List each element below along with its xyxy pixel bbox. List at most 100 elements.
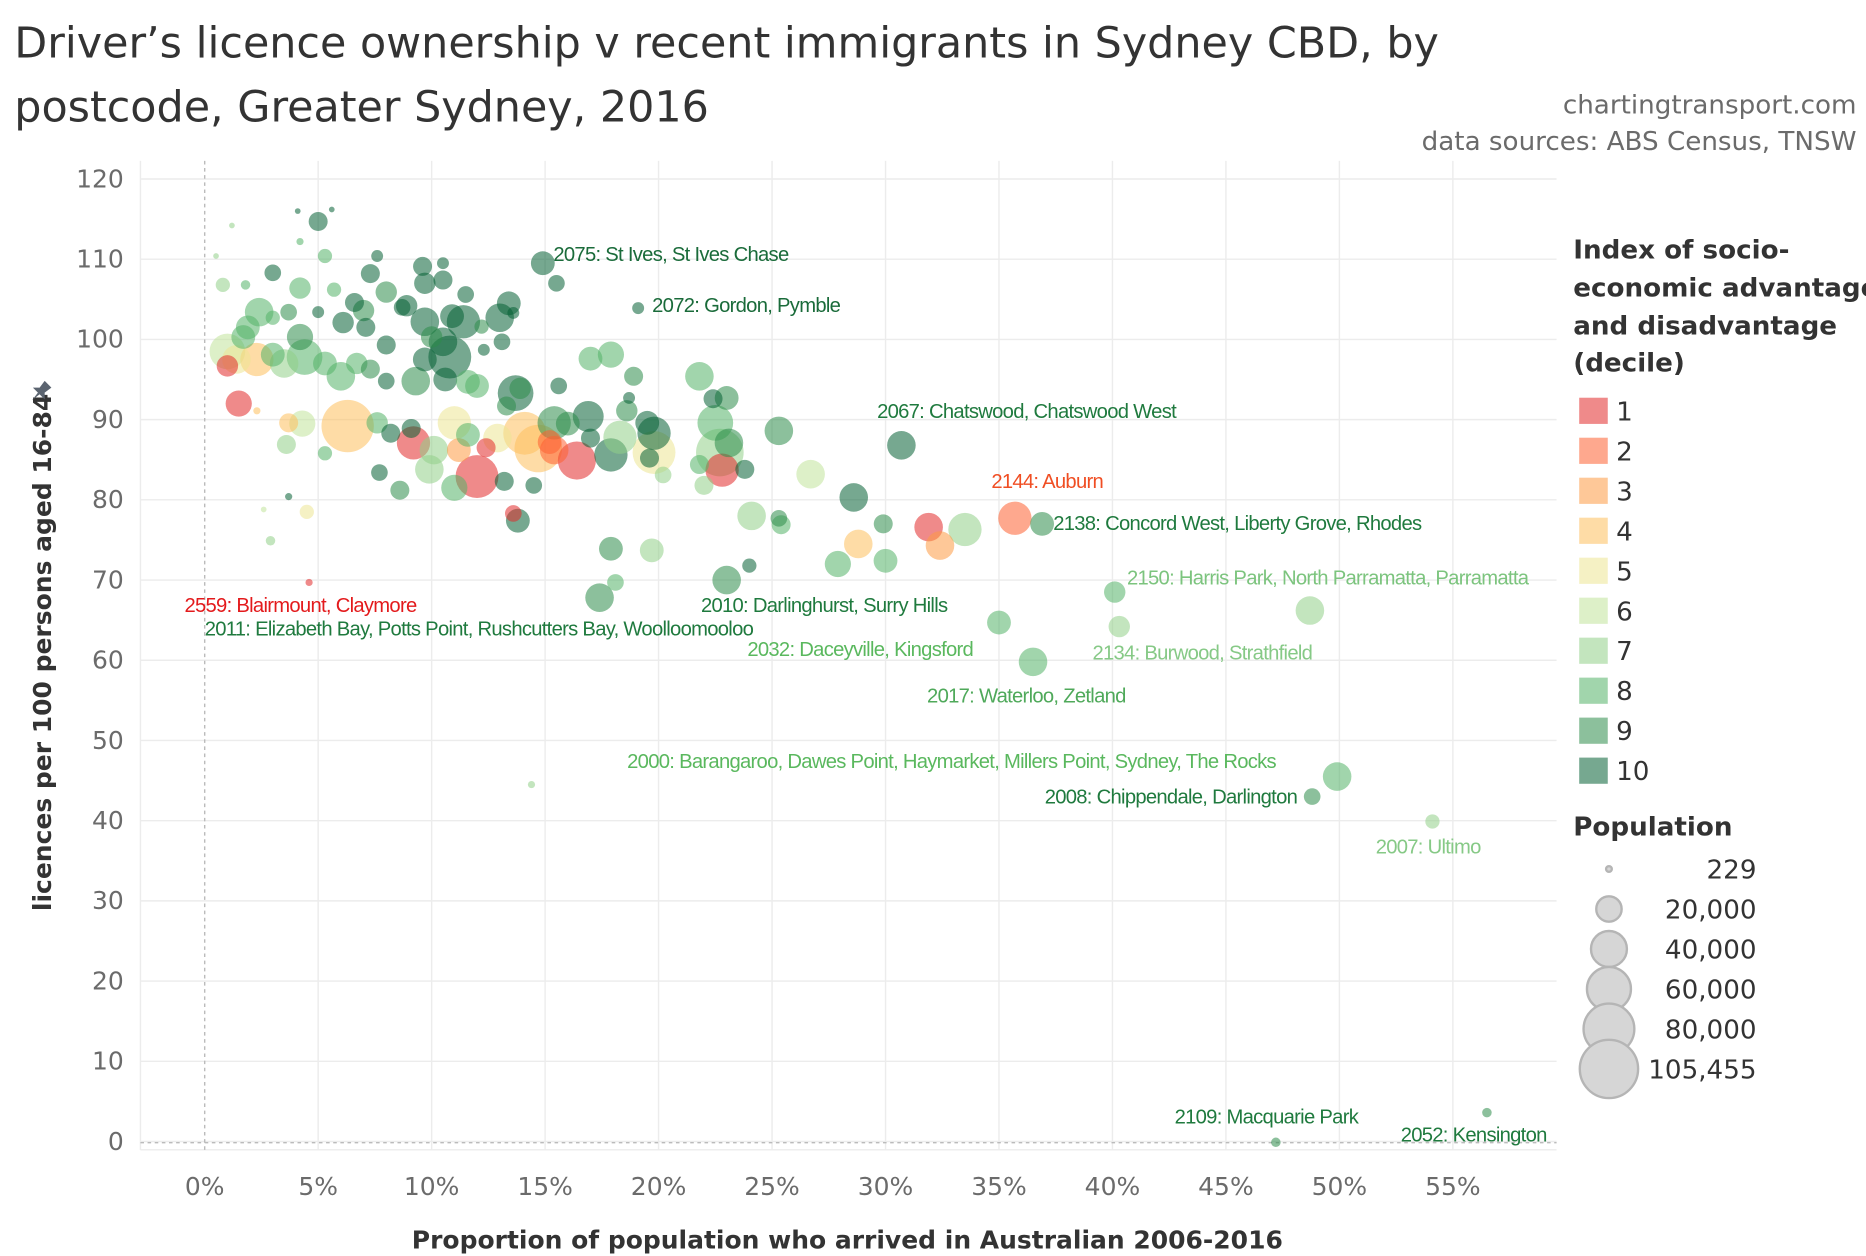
- data-point: [328, 206, 335, 213]
- legend-decile-label: 5: [1616, 557, 1633, 587]
- annotation-2007: 2007: Ultimo: [1376, 837, 1481, 859]
- data-point: [477, 343, 490, 356]
- data-point: [639, 448, 659, 468]
- data-point: [770, 509, 788, 527]
- data-point: [873, 514, 893, 534]
- annotation-2109: 2109: Macquarie Park: [1175, 1107, 1360, 1129]
- data-point: [366, 412, 388, 434]
- data-point: [253, 407, 261, 415]
- data-point: [742, 558, 757, 573]
- data-point: [572, 400, 604, 432]
- y-axis-ticks: 0 10 20 30 40 50 60 70 80 90 100 110 120: [76, 164, 124, 1156]
- x-axis-title: Proportion of population who arrived in …: [412, 1226, 1283, 1255]
- legend-size-circle: [1604, 864, 1613, 874]
- data-point: [213, 253, 219, 259]
- data-point: [735, 459, 755, 479]
- y-tick-label: 110: [76, 245, 124, 274]
- data-point: [705, 453, 739, 487]
- data-point: [887, 431, 916, 460]
- legend: Index of socio- economic advantage and d…: [1573, 235, 1866, 1100]
- data-point: [603, 420, 637, 454]
- pin-icon[interactable]: [26, 378, 54, 406]
- data-point: [1425, 814, 1440, 829]
- legend-decile-swatch: [1579, 557, 1608, 584]
- data-point: [737, 501, 766, 531]
- y-tick-label: 80: [92, 485, 124, 514]
- data-point: [457, 286, 474, 303]
- legend-decile-label: 10: [1616, 757, 1649, 787]
- y-tick-label: 50: [92, 726, 124, 755]
- legend-decile-label: 8: [1616, 677, 1633, 707]
- y-tick-label: 120: [76, 164, 124, 193]
- data-point: [527, 780, 536, 789]
- annotation-2559: 2559: Blairmount, Claymore: [184, 595, 417, 617]
- data-point: [1482, 1107, 1492, 1118]
- data-point: [420, 326, 443, 348]
- data-point: [344, 293, 364, 313]
- x-tick-label: 30%: [858, 1172, 914, 1201]
- data-point: [280, 303, 297, 321]
- data-point: [413, 256, 433, 276]
- legend-size-circle: [1589, 929, 1629, 969]
- legend-decile-swatch: [1579, 437, 1608, 464]
- data-point: [607, 574, 624, 591]
- data-point: [1303, 788, 1321, 805]
- data-point: [360, 264, 380, 284]
- data-point: [456, 422, 480, 447]
- data-point: [260, 342, 285, 367]
- data-point: [578, 346, 603, 371]
- legend-decile-list: 1 2 3 4 5 6 7 8 9 10: [1579, 397, 1649, 787]
- data-point: [503, 411, 547, 455]
- data-point: [294, 208, 301, 214]
- annotation-2072: 2072: Gordon, Pymble: [652, 295, 840, 317]
- data-point: [925, 531, 955, 560]
- x-tick-label: 0%: [185, 1172, 225, 1201]
- data-point: [305, 578, 313, 587]
- data-point: [494, 471, 514, 491]
- annotation-2000: 2000: Barangaroo, Dawes Point, Haymarket…: [627, 751, 1276, 773]
- x-tick-label: 35%: [971, 1172, 1027, 1201]
- data-point: [415, 455, 444, 484]
- data-point: [360, 359, 380, 379]
- data-point: [507, 306, 520, 319]
- legend-size-title: Population: [1573, 813, 1732, 843]
- data-point: [616, 400, 638, 422]
- data-point: [1104, 581, 1126, 603]
- data-point: [441, 474, 468, 501]
- data-point: [375, 281, 397, 303]
- annotation-2150: 2150: Harris Park, North Parramatta, Par…: [1127, 568, 1530, 590]
- legend-size-label: 60,000: [1665, 975, 1757, 1005]
- data-point: [390, 480, 410, 500]
- chart-title-line1: Driver’s licence ownership v recent immi…: [14, 18, 1439, 68]
- annotation-2010: 2010: Darlinghurst, Surry Hills: [701, 595, 948, 617]
- data-point: [585, 583, 614, 612]
- data-point: [580, 428, 600, 448]
- data-point: [381, 423, 401, 443]
- data-point: [215, 277, 230, 292]
- data-points: [209, 206, 1492, 1148]
- data-point: [873, 548, 898, 573]
- data-point: [639, 538, 664, 563]
- legend-decile-label: 9: [1616, 717, 1633, 747]
- zero-reference-lines: [140, 160, 1557, 1150]
- data-point: [229, 222, 235, 229]
- data-point: [332, 311, 354, 334]
- credit-text: chartingtransport.com: [1563, 90, 1857, 120]
- data-point: [376, 335, 396, 355]
- x-tick-label: 10%: [404, 1172, 460, 1201]
- data-point: [635, 410, 660, 435]
- data-point: [1018, 647, 1048, 677]
- data-point: [712, 565, 741, 595]
- data-point: [1271, 1137, 1281, 1148]
- data-point: [308, 212, 328, 232]
- legend-decile-label: 2: [1616, 437, 1633, 467]
- data-point: [264, 264, 282, 282]
- data-point: [474, 319, 489, 334]
- legend-decile-label: 4: [1616, 517, 1633, 547]
- legend-decile-swatch: [1579, 517, 1608, 544]
- y-tick-label: 100: [76, 325, 124, 354]
- data-point: [317, 446, 333, 461]
- legend-decile-label: 1: [1616, 397, 1633, 427]
- annotations: 2075: St Ives, St Ives Chase 2072: Gordo…: [184, 244, 1547, 1147]
